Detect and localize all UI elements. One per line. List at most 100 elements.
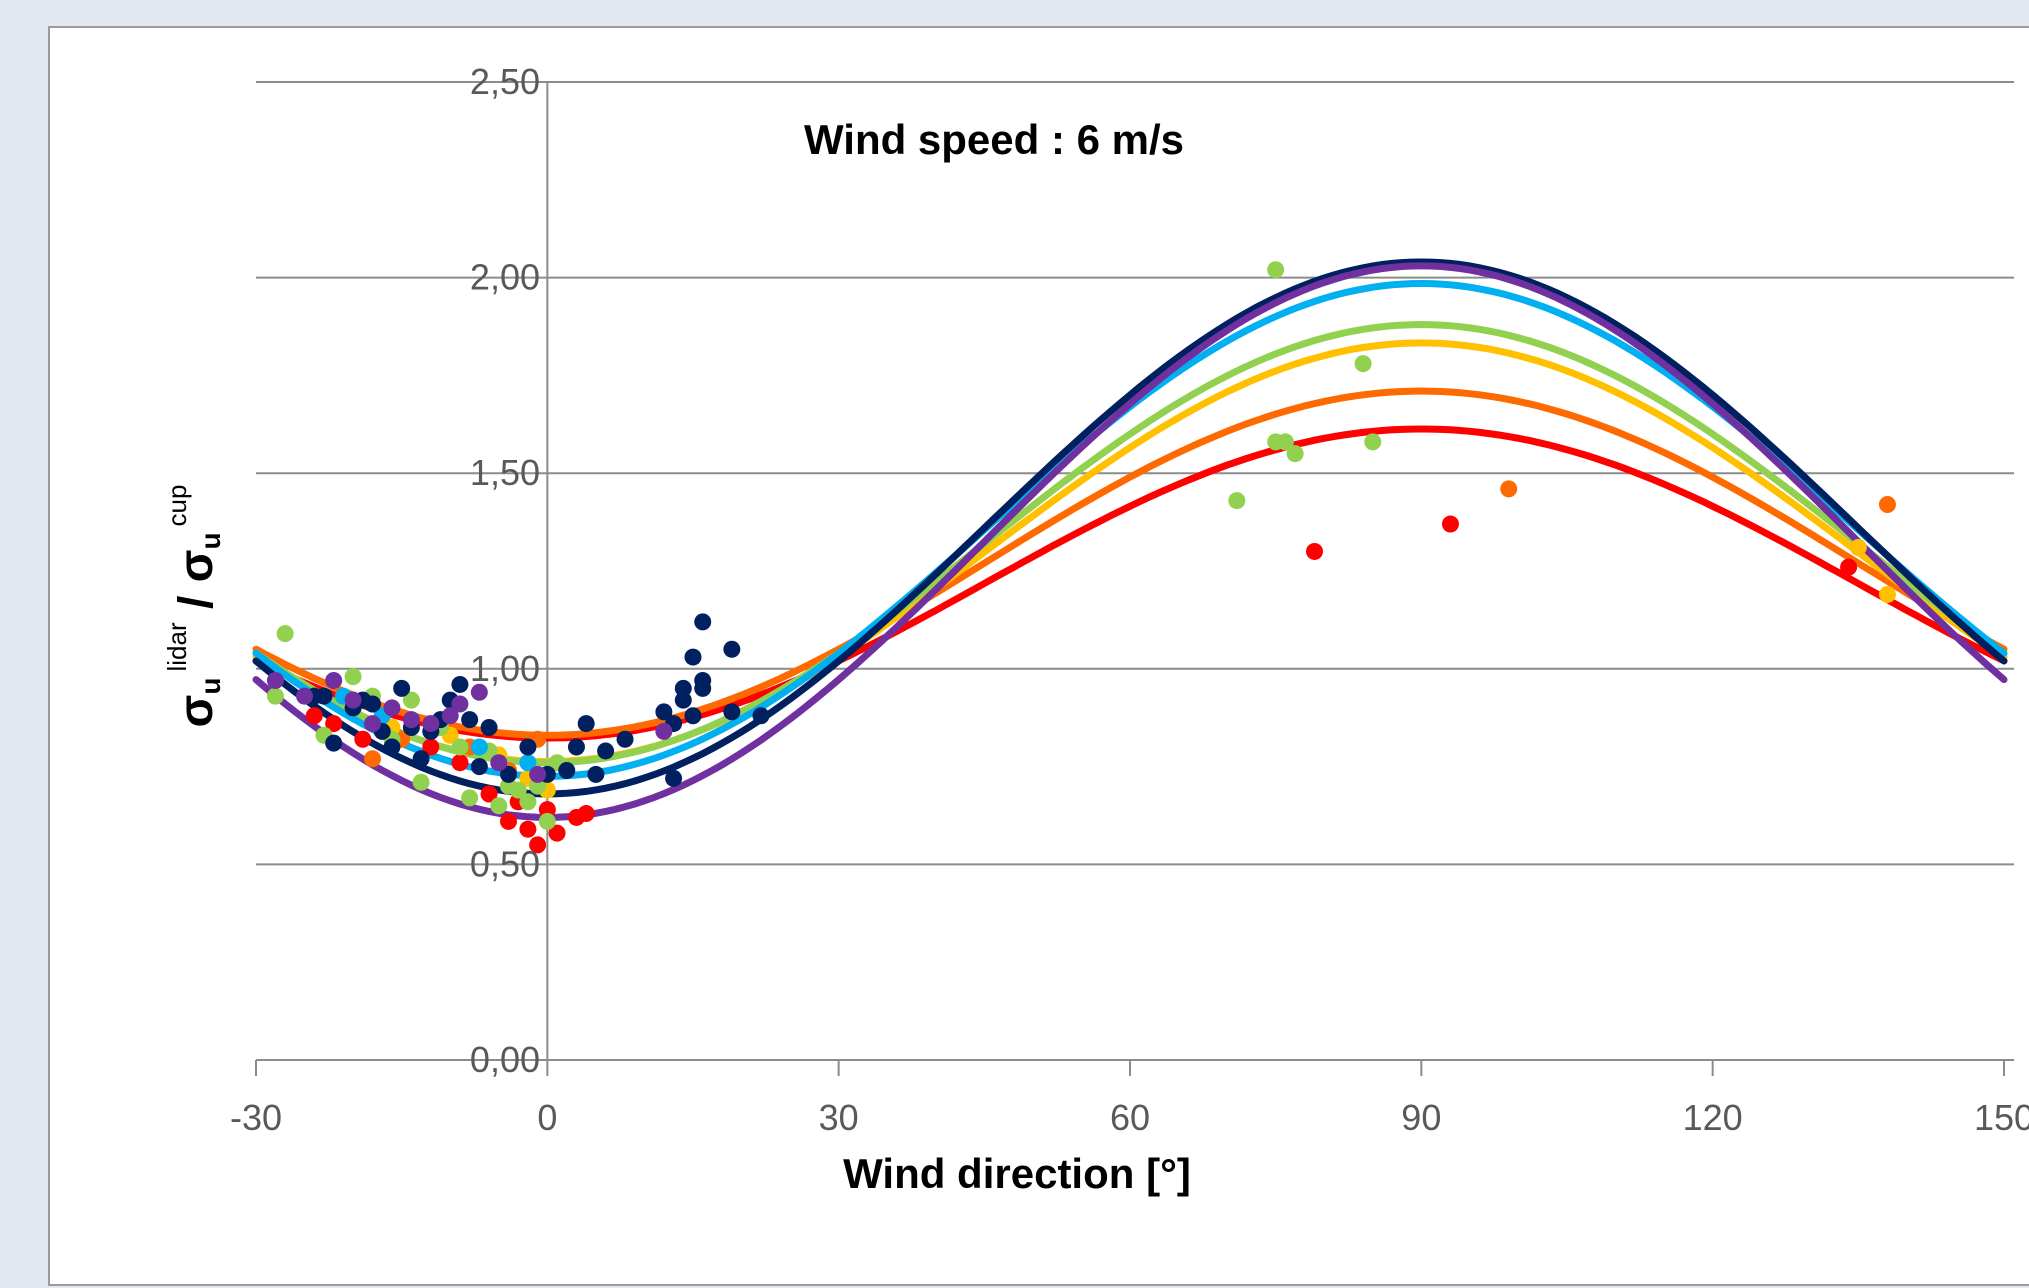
x-tick-label: 90 (1401, 1097, 1441, 1138)
y-axis-sigma-1: σ (170, 695, 223, 728)
data-point (694, 613, 712, 631)
data-point (597, 742, 615, 760)
y-tick-label: 2,00 (470, 257, 540, 298)
data-point (587, 765, 605, 783)
data-point (422, 738, 440, 756)
data-point (451, 738, 469, 756)
data-point (529, 765, 547, 783)
chart-panel: 0,00 0,50 1,00 1,50 2,00 2,50 -30 0 30 60 90 120 150… (48, 26, 2029, 1286)
data-point (354, 730, 372, 748)
data-point (1878, 585, 1896, 603)
data-point (519, 793, 537, 811)
data-point (1840, 558, 1858, 576)
data-point (1878, 495, 1896, 513)
data-point (480, 785, 498, 803)
data-point (519, 754, 537, 772)
data-point (325, 672, 343, 690)
data-point (655, 722, 673, 740)
data-point (490, 797, 508, 815)
svg-text:σulidar / σucup: σulidar / σucup (162, 485, 226, 728)
data-point (296, 687, 314, 705)
data-point (538, 812, 556, 830)
x-tick-label: 120 (1683, 1097, 1743, 1138)
data-point (422, 715, 440, 733)
data-point (441, 707, 459, 725)
data-point (616, 730, 634, 748)
data-point (1276, 433, 1294, 451)
data-point (490, 754, 508, 772)
data-point (752, 707, 770, 725)
y-axis-sub-1: u (195, 678, 226, 695)
data-point (470, 683, 488, 701)
data-point (412, 773, 430, 791)
data-point (694, 679, 712, 697)
data-point (325, 734, 343, 752)
data-point (1364, 433, 1382, 451)
data-point (383, 699, 401, 717)
data-point (461, 789, 479, 807)
data-point (480, 718, 498, 736)
data-point (461, 711, 479, 729)
labels-layer: 0,00 0,50 1,00 1,50 2,00 2,50 -30 0 30 60 90 120 150 (230, 61, 2029, 1138)
data-point (402, 691, 420, 709)
data-point (519, 820, 537, 838)
data-point (266, 672, 284, 690)
wind-speed-annotation: Wind speed : 6 m/s (804, 116, 1184, 163)
data-point (684, 707, 702, 725)
data-point (1500, 480, 1518, 498)
data-point (383, 738, 401, 756)
data-point (665, 769, 683, 787)
data-point (529, 777, 547, 795)
y-axis-sup-1: lidar (162, 622, 192, 671)
data-point (1267, 261, 1285, 279)
data-point (266, 687, 284, 705)
data-point (451, 675, 469, 693)
axes-layer (255, 82, 2014, 1076)
data-point (723, 640, 741, 658)
data-point (674, 679, 692, 697)
fit-curve (252, 258, 2008, 798)
data-point (364, 695, 382, 713)
x-tick-label: 30 (819, 1097, 859, 1138)
data-point (577, 805, 595, 823)
y-axis-separator: / (170, 582, 223, 622)
data-point (393, 679, 411, 697)
data-points-layer (266, 261, 1896, 854)
data-point (344, 668, 362, 686)
x-tick-label: 0 (537, 1097, 557, 1138)
data-point (315, 687, 333, 705)
y-axis-sub-2: u (195, 532, 226, 549)
data-point (451, 695, 469, 713)
y-tick-label: 0,50 (470, 843, 540, 884)
fit-curve (252, 387, 2008, 739)
data-point (723, 703, 741, 721)
data-point (1306, 542, 1324, 560)
data-point (412, 750, 430, 768)
fit-curve (252, 320, 2008, 767)
data-point (1286, 445, 1304, 463)
data-point (1228, 492, 1246, 510)
data-point (499, 812, 517, 830)
data-point (548, 824, 566, 842)
chart-svg: 0,00 0,50 1,00 1,50 2,00 2,50 -30 0 30 60 90 120 150… (162, 61, 2029, 1197)
data-point (558, 762, 576, 780)
data-point (276, 625, 294, 643)
data-point (499, 765, 517, 783)
data-point (519, 738, 537, 756)
y-axis-sup-2: cup (162, 485, 192, 527)
fit-curve (252, 279, 2008, 780)
x-tick-label: 60 (1110, 1097, 1150, 1138)
data-point (470, 738, 488, 756)
data-point (577, 715, 595, 733)
data-point (509, 781, 527, 799)
data-point (364, 715, 382, 733)
x-tick-label: -30 (230, 1097, 282, 1138)
data-point (684, 648, 702, 666)
data-point (451, 754, 469, 772)
y-axis-title: σulidar / σucup (162, 485, 226, 728)
data-point (1354, 355, 1372, 373)
x-axis-title: Wind direction [°] (843, 1150, 1191, 1197)
data-point (325, 715, 343, 733)
data-point (344, 691, 362, 709)
y-tick-label: 1,00 (470, 648, 540, 689)
